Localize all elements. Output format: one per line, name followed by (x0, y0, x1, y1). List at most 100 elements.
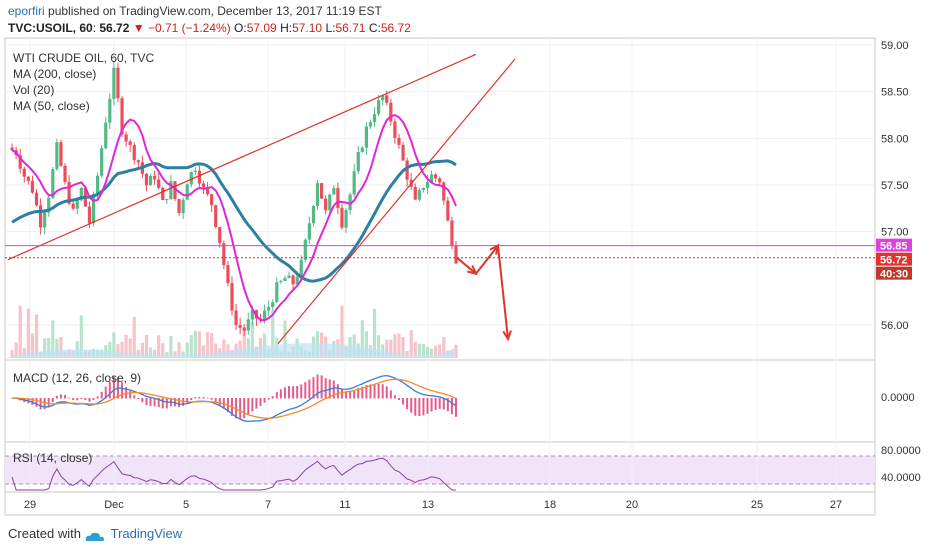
volume-bar (112, 332, 116, 358)
trendline-upper[interactable] (7, 53, 477, 261)
macd-hist-bar (198, 396, 201, 399)
macd-hist-bar (455, 398, 457, 417)
candle-body (87, 206, 92, 224)
author-name[interactable]: eporfiri (8, 4, 45, 18)
candle-body (438, 178, 442, 183)
candle-body (454, 245, 458, 264)
macd-hist-bar (239, 398, 242, 419)
macd-hist-bar (64, 395, 67, 399)
candle-body (165, 199, 169, 201)
projection-arrows[interactable] (456, 243, 512, 342)
ma50-line (11, 113, 457, 322)
candle-body (275, 282, 279, 303)
ma50-legend[interactable]: MA (50, close) (13, 99, 90, 113)
macd-hist-bar (345, 391, 348, 399)
candle-body (189, 171, 193, 185)
macd-hist-bar (137, 398, 140, 400)
candle-body (218, 227, 222, 244)
macd-hist-bar (31, 398, 34, 405)
volume-bar (417, 343, 421, 358)
macd-hist-bar (210, 398, 213, 400)
trendline-steep[interactable] (277, 58, 516, 345)
candle-body (222, 243, 226, 266)
high-value: 57.10 (292, 21, 323, 35)
candle-body (153, 175, 157, 180)
macd-signal-line (12, 378, 457, 419)
rsi-band (5, 456, 875, 484)
volume-bar (405, 351, 409, 358)
macd-hist-bar (438, 398, 441, 409)
macd-hist-bar (84, 398, 87, 400)
macd-hist-bar (389, 390, 392, 399)
volume-bar (434, 345, 438, 358)
macd-hist-bar (267, 398, 270, 400)
candle-body (161, 187, 165, 200)
macd-hist-bar (133, 395, 136, 399)
ma200-line (11, 159, 457, 283)
candle-body (442, 182, 446, 201)
candle-body (389, 102, 393, 122)
candle-body (96, 175, 100, 194)
macd-hist-bar (186, 398, 189, 404)
volume-bar (385, 339, 389, 358)
volume-bars (5, 305, 458, 358)
volume-bar (401, 336, 405, 358)
macd-hist-bar (96, 396, 99, 399)
grid (5, 38, 875, 492)
macd-hist-bar (39, 398, 42, 410)
price-tick: 57.50 (881, 180, 909, 192)
candle-body (336, 188, 340, 208)
candles (10, 60, 458, 336)
macd-hist-bar (349, 391, 352, 399)
candle-body (417, 189, 421, 200)
candle-body (26, 176, 30, 181)
macd-hist-bar (422, 398, 425, 416)
tradingview-brand[interactable]: TradingView (110, 526, 183, 541)
close-label: C: (368, 21, 381, 35)
volume-bar (177, 342, 181, 358)
candle-body (348, 194, 352, 211)
macd-hist-bar (271, 396, 274, 399)
candle-body (38, 205, 43, 228)
created-with-text: Created with (8, 526, 81, 541)
macd-hist-bar (381, 384, 384, 399)
macd-hist-bar (410, 398, 413, 413)
volume-bar (55, 338, 59, 358)
macd-legend[interactable]: MACD (12, 26, close, 9) (13, 371, 141, 385)
volume-bar (128, 338, 132, 358)
rsi-axis-tick-40: 40.0000 (881, 472, 921, 484)
macd-hist-bar (251, 398, 254, 412)
candle-body (311, 205, 316, 224)
candle-body (421, 187, 426, 190)
price-axis[interactable]: 59.00 58.50 58.00 57.50 57.00 56.00 (881, 40, 909, 332)
macd-hist-bar (76, 398, 79, 401)
time-axis[interactable]: 29 Dec 5 7 11 13 18 20 25 27 (24, 499, 842, 511)
volume-legend[interactable]: Vol (20) (13, 83, 54, 97)
macd-hist-bar (402, 398, 405, 405)
macd-hist-bar (35, 398, 38, 407)
time-tick: 5 (183, 499, 189, 511)
macd-hist-bar (304, 382, 307, 399)
rsi-legend[interactable]: RSI (14, close) (13, 451, 92, 465)
volume-bar (14, 342, 18, 358)
chart-title: WTI CRUDE OIL, 60, TVC (13, 51, 154, 65)
candle-body (413, 186, 417, 200)
macd-hist-bar (141, 398, 144, 403)
candle-body (230, 283, 234, 311)
candle-body (157, 179, 161, 188)
price-tick: 56.00 (881, 320, 909, 332)
candle-body (136, 160, 140, 163)
candle-body (226, 265, 230, 284)
candle-body (181, 199, 185, 214)
macd-hist-bar (418, 398, 421, 417)
candle-body (205, 186, 210, 195)
macd-hist-bar (72, 398, 75, 401)
macd-hist-bar (108, 381, 111, 399)
candle-body (429, 174, 434, 183)
volume-bar (197, 331, 202, 358)
volume-bar (47, 338, 51, 358)
volume-bar (108, 341, 112, 358)
ma200-legend[interactable]: MA (200, close) (13, 67, 96, 81)
rsi-axis-tick-80: 80.0000 (881, 445, 921, 457)
